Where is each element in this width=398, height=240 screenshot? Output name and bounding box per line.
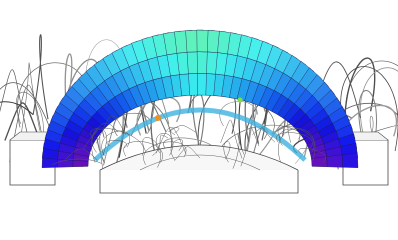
field-line <box>232 133 245 169</box>
center-dome-inner <box>139 154 261 171</box>
field-line <box>91 127 99 153</box>
field-line <box>223 141 231 163</box>
field-line <box>4 102 42 144</box>
center-block <box>99 170 299 194</box>
field-line <box>359 67 398 136</box>
field-line <box>358 89 377 157</box>
coil-segment <box>311 156 328 168</box>
field-line <box>276 132 313 149</box>
field-line <box>0 101 34 116</box>
field-line <box>64 148 98 161</box>
hot-spot <box>237 97 243 103</box>
field-line <box>0 82 57 147</box>
field-line <box>101 130 130 157</box>
field-line <box>240 126 260 167</box>
field-line <box>82 122 118 150</box>
field-line <box>0 69 30 143</box>
coil-arch <box>41 29 359 168</box>
hot-spot <box>155 115 161 121</box>
field-line <box>277 126 315 153</box>
field-line <box>174 146 201 162</box>
field-line <box>152 134 169 156</box>
field-line <box>91 129 107 163</box>
field-line <box>106 140 127 149</box>
field-rendering <box>0 29 398 194</box>
coil-segment <box>326 154 343 168</box>
coil-segment <box>341 152 359 168</box>
field-line <box>155 133 174 156</box>
center-dome <box>99 144 299 171</box>
field-line <box>279 128 300 146</box>
field-line <box>220 119 243 159</box>
field-line <box>170 127 180 136</box>
field-line <box>168 125 196 133</box>
field-line <box>170 139 183 161</box>
field-line <box>96 115 126 144</box>
field-line <box>252 127 276 143</box>
field-line <box>298 148 326 163</box>
inner-band <box>93 107 307 162</box>
field-line <box>32 34 49 120</box>
field-line <box>51 158 102 166</box>
field-line <box>142 137 161 168</box>
